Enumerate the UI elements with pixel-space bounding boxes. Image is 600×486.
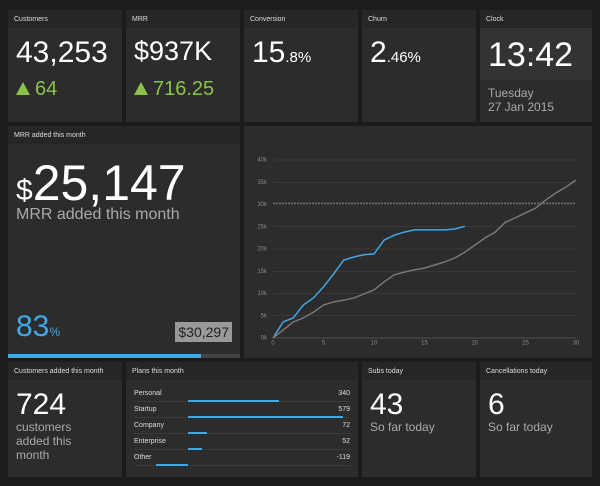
y-tick-label: 35k (257, 180, 268, 186)
plan-name: Other (134, 454, 152, 461)
mrr-added-tile: MRR added this month $25,147 MRR added t… (8, 126, 240, 358)
change: 64 (16, 78, 57, 101)
plan-value: 72 (342, 422, 350, 429)
customers-tile: Customers 43,253 64 (8, 10, 122, 122)
conversion-value: 15.8% (252, 36, 311, 70)
customers-value: 43,253 (16, 36, 108, 69)
plan-bar (188, 432, 208, 434)
customers-added-value: 724 (16, 388, 67, 421)
x-tick-label: 20 (472, 341, 479, 347)
tile-title: Customers (8, 10, 122, 28)
clock-face (480, 28, 592, 80)
churn-value: 2.46% (370, 36, 421, 70)
progress-text: 83% (16, 310, 60, 344)
y-tick-label: 5k (261, 313, 268, 319)
y-tick-label: 10k (257, 291, 268, 297)
up-arrow (134, 82, 148, 95)
change-value: 716.25 (153, 78, 215, 100)
currency: $ (16, 174, 33, 207)
plan-value: -119 (336, 454, 351, 461)
tile-title: Plans this month (126, 362, 358, 380)
x-tick-label: 0 (271, 341, 275, 347)
y-tick-label: 30k (257, 202, 268, 208)
x-tick-label: 15 (421, 341, 428, 347)
subs-tile: Subs today 43 So far today (362, 362, 476, 477)
tile-title: Conversion (244, 10, 358, 28)
subs-label: So far today (370, 420, 435, 434)
plan-value: 340 (338, 390, 350, 397)
fraction: .46% (386, 49, 421, 66)
value: 15 (252, 36, 286, 69)
tile-title: Cancellations today (480, 362, 592, 380)
clock-time: 13:42 (488, 36, 574, 74)
tile-title: Churn (362, 10, 476, 28)
mrr-added-value: $25,147 (16, 154, 186, 212)
x-tick-label: 25 (522, 341, 529, 347)
plan-value: 579 (338, 406, 350, 413)
x-tick-label: 30 (573, 341, 580, 347)
row-rule (134, 465, 350, 466)
subs-value: 43 (370, 388, 404, 421)
cancellations-value: 6 (488, 388, 505, 421)
x-tick-label: 5 (322, 341, 326, 347)
plan-bar (188, 448, 202, 450)
row-rule (134, 449, 350, 450)
tile-title: MRR added this month (8, 126, 240, 144)
churn-tile: Churn 2.46% (362, 10, 476, 122)
y-tick-label: 40k (257, 158, 268, 164)
chart-tile: 0k 5k 10k 15k 20k 25k 30k 35k 40k 0 5 10 15 20 25 30 (244, 126, 592, 358)
customers-added-label: customers added this month (16, 420, 72, 462)
tile-title: Customers added this month (8, 362, 122, 380)
progress-bar (8, 354, 201, 358)
value: 2 (370, 36, 387, 69)
plan-name: Personal (134, 390, 162, 397)
progress-value: 83 (16, 310, 50, 343)
clock-day: Tuesday (488, 86, 534, 100)
plans-tile: Plans this month Personal 340 Startup 579 Co… (126, 362, 358, 477)
customers-added-tile: Customers added this month 724 customers… (8, 362, 122, 477)
plan-bar (188, 400, 280, 402)
row-rule (134, 433, 350, 434)
cancellations-label: So far today (488, 420, 553, 434)
y-tick-label: 0k (261, 336, 268, 342)
up-arrow (16, 82, 30, 95)
series-line (272, 179, 577, 339)
progress-track (8, 354, 240, 358)
mrr-tile: MRR $937K 716.25 (126, 10, 240, 122)
y-tick-label: 20k (257, 247, 268, 253)
plan-bar (188, 416, 343, 418)
change: 716.25 (134, 78, 214, 101)
mrr-added-label: MRR added this month (16, 206, 180, 223)
cancellations-tile: Cancellations today 6 So far today (480, 362, 592, 477)
y-tick-label: 25k (257, 224, 268, 230)
tile-title: Subs today (362, 362, 476, 380)
chart: 0k 5k 10k 15k 20k 25k 30k 35k 40k 0 5 10 15 20 25 30 (257, 158, 580, 347)
clock-tile: Clock 13:42 Tuesday 27 Jan 2015 (480, 10, 592, 122)
plan-name: Enterprise (134, 438, 166, 445)
plan-name: Company (134, 422, 164, 429)
plan-name: Startup (134, 406, 157, 413)
clock-date: 27 Jan 2015 (488, 100, 555, 114)
x-tick-label: 10 (371, 341, 378, 347)
change-value: 64 (35, 78, 58, 100)
tile-title: Clock (480, 10, 592, 28)
tile-title: MRR (126, 10, 240, 28)
mrr-value: $937K (134, 36, 213, 66)
series-line (272, 225, 466, 339)
target: $30,297 (175, 322, 232, 342)
progress-unit: % (49, 325, 61, 339)
value: 25,147 (32, 155, 186, 211)
plan-value: 52 (342, 438, 350, 445)
conversion-tile: Conversion 15.8% (244, 10, 358, 122)
fraction: .8% (285, 49, 312, 66)
plan-bar (156, 464, 188, 466)
y-tick-label: 15k (257, 269, 268, 275)
